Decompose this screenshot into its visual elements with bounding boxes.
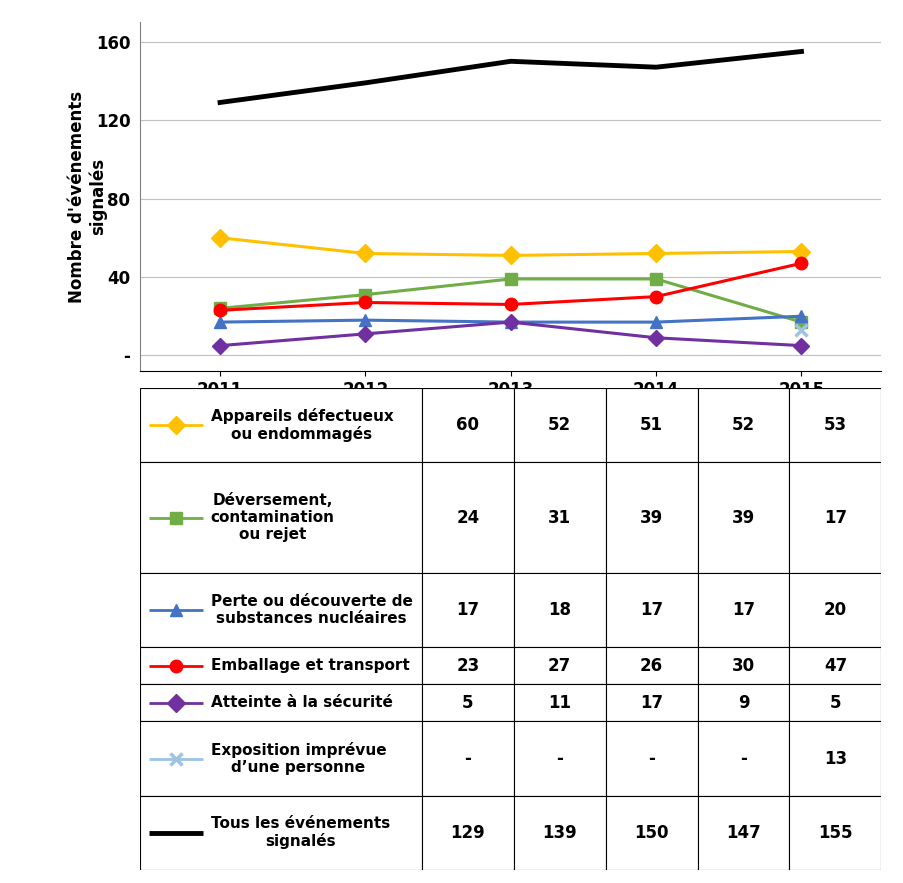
Text: 51: 51 (639, 416, 663, 434)
Text: 5: 5 (829, 694, 841, 712)
Text: 18: 18 (547, 601, 571, 619)
Text: Perte ou découverte de
substances nucléaires: Perte ou découverte de substances nucléa… (210, 594, 412, 626)
Bar (788, 796, 880, 870)
Bar (422, 573, 513, 647)
Bar (697, 684, 788, 721)
Bar (605, 796, 697, 870)
Text: 11: 11 (547, 694, 571, 712)
Bar (422, 721, 513, 796)
Y-axis label: Nombre d'événements
signalés: Nombre d'événements signalés (68, 91, 107, 303)
Text: -: - (555, 750, 563, 767)
Bar (422, 462, 513, 573)
Text: 39: 39 (731, 509, 754, 526)
Bar (788, 573, 880, 647)
Text: 150: 150 (634, 824, 668, 841)
Text: 129: 129 (450, 824, 485, 841)
Text: 30: 30 (731, 657, 754, 675)
Bar (697, 388, 788, 462)
Bar (788, 462, 880, 573)
Text: 39: 39 (639, 509, 663, 526)
Bar (140, 573, 422, 647)
Bar (697, 462, 788, 573)
Text: 5: 5 (461, 694, 473, 712)
Bar (605, 388, 697, 462)
Bar (513, 573, 605, 647)
Text: -: - (647, 750, 655, 767)
Bar (697, 796, 788, 870)
Text: 27: 27 (547, 657, 571, 675)
Bar (513, 721, 605, 796)
Text: Tous les événements
signalés: Tous les événements signalés (210, 816, 389, 849)
Text: -: - (464, 750, 470, 767)
Bar (697, 721, 788, 796)
Bar (605, 573, 697, 647)
Bar (697, 573, 788, 647)
Bar (422, 796, 513, 870)
Text: 52: 52 (547, 416, 571, 434)
Bar (697, 647, 788, 684)
Bar (513, 796, 605, 870)
Text: 17: 17 (639, 694, 663, 712)
Text: Déversement,
contamination
ou rejet: Déversement, contamination ou rejet (210, 493, 334, 542)
Bar (140, 647, 422, 684)
Bar (605, 647, 697, 684)
Text: 17: 17 (456, 601, 479, 619)
Bar (788, 388, 880, 462)
Bar (513, 462, 605, 573)
Text: Emballage et transport: Emballage et transport (210, 659, 409, 674)
Text: Atteinte à la sécurité: Atteinte à la sécurité (210, 696, 392, 711)
Text: 17: 17 (731, 601, 754, 619)
Bar (513, 388, 605, 462)
Bar (140, 721, 422, 796)
Text: 147: 147 (725, 824, 760, 841)
Bar (513, 647, 605, 684)
Text: 60: 60 (456, 416, 479, 434)
Text: 24: 24 (456, 509, 479, 526)
Bar (422, 684, 513, 721)
Bar (788, 721, 880, 796)
Text: 20: 20 (823, 601, 846, 619)
Text: 23: 23 (456, 657, 479, 675)
Text: Appareils défectueux
ou endommagés: Appareils défectueux ou endommagés (210, 408, 393, 442)
Bar (788, 647, 880, 684)
Bar (605, 684, 697, 721)
Text: 9: 9 (737, 694, 749, 712)
Text: 13: 13 (823, 750, 846, 767)
Text: Exposition imprévue
d’une personne: Exposition imprévue d’une personne (210, 742, 386, 775)
Text: 52: 52 (731, 416, 754, 434)
Bar (140, 684, 422, 721)
Text: 31: 31 (547, 509, 571, 526)
Bar (422, 388, 513, 462)
Text: 139: 139 (542, 824, 576, 841)
Bar (788, 684, 880, 721)
Text: 47: 47 (823, 657, 846, 675)
Bar (140, 796, 422, 870)
Text: 17: 17 (823, 509, 846, 526)
Bar (140, 388, 422, 462)
Text: 155: 155 (817, 824, 852, 841)
Bar (422, 647, 513, 684)
Bar (513, 684, 605, 721)
Bar (605, 721, 697, 796)
Text: 26: 26 (639, 657, 663, 675)
Text: 53: 53 (823, 416, 846, 434)
Bar (140, 462, 422, 573)
Text: 17: 17 (639, 601, 663, 619)
Text: -: - (740, 750, 746, 767)
Bar (605, 462, 697, 573)
